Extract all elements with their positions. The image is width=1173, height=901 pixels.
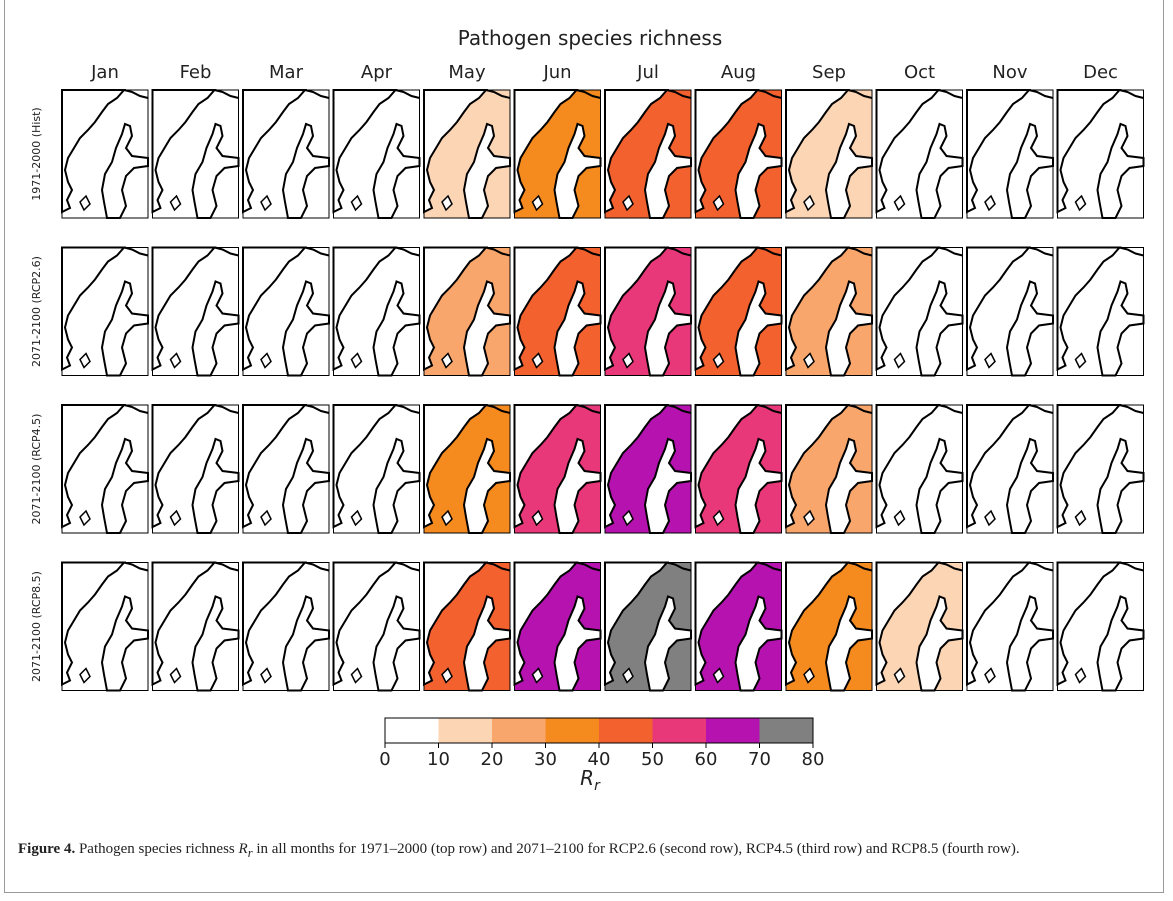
map-panel xyxy=(515,90,601,218)
month-label: May xyxy=(448,62,486,83)
map-panel xyxy=(153,405,239,533)
map-panel xyxy=(786,90,872,218)
map-panel xyxy=(967,248,1053,376)
map-panel xyxy=(967,563,1053,691)
month-label: Mar xyxy=(269,62,304,83)
map-panel xyxy=(243,248,329,376)
caption-symbol: Rr xyxy=(239,841,253,857)
colorbar-segment xyxy=(599,718,653,743)
month-label: Aug xyxy=(721,62,756,83)
colorbar-segment xyxy=(385,718,439,743)
figure-title: Pathogen species richness xyxy=(458,26,723,50)
map-panel xyxy=(605,90,691,218)
map-panel xyxy=(967,405,1053,533)
month-label: Jul xyxy=(636,62,659,83)
map-panel xyxy=(696,405,782,533)
map-panel xyxy=(62,563,148,691)
month-label: Nov xyxy=(992,62,1027,83)
caption: Figure 4. Pathogen species richness Rr i… xyxy=(18,838,1148,865)
month-label: Oct xyxy=(904,62,935,83)
map-panel xyxy=(334,563,420,691)
colorbar-segment xyxy=(492,718,546,743)
map-panel xyxy=(243,563,329,691)
caption-symbol-sub: r xyxy=(248,846,253,860)
map-panel xyxy=(153,563,239,691)
month-label: Apr xyxy=(361,62,393,83)
map-panel xyxy=(877,90,963,218)
map-panel xyxy=(877,405,963,533)
figure: Pathogen species richness Rr Jan Feb Mar Ap… xyxy=(0,0,1173,820)
map-panel xyxy=(334,248,420,376)
map-panel xyxy=(1058,405,1144,533)
map-panel xyxy=(1058,90,1144,218)
map-panel xyxy=(62,90,148,218)
caption-text: Pathogen species richness xyxy=(79,841,235,857)
month-label: Jun xyxy=(542,62,571,83)
map-panel xyxy=(696,563,782,691)
map-panel xyxy=(1058,563,1144,691)
map-panel xyxy=(515,563,601,691)
map-panel xyxy=(1058,248,1144,376)
map-panel xyxy=(967,90,1053,218)
map-panel xyxy=(786,248,872,376)
colorbar-tick-label: 80 xyxy=(802,749,825,770)
map-panel xyxy=(62,248,148,376)
map-panel xyxy=(605,405,691,533)
map-panel xyxy=(243,90,329,218)
map-panel xyxy=(243,405,329,533)
map-panel xyxy=(153,90,239,218)
map-panel xyxy=(153,248,239,376)
month-label: Feb xyxy=(180,62,212,83)
colorbar-segment xyxy=(653,718,707,743)
row-label: 2071-2100 (RCP8.5) xyxy=(30,571,43,682)
colorbar-label-sub: r xyxy=(594,778,601,794)
colorbar-segment xyxy=(439,718,493,743)
map-panel xyxy=(334,90,420,218)
row-label: 2071-2100 (RCP4.5) xyxy=(30,414,43,525)
map-panel xyxy=(605,563,691,691)
month-label: Jan xyxy=(90,62,119,83)
map-panel xyxy=(696,248,782,376)
map-panel xyxy=(334,405,420,533)
colorbar-label: Rr xyxy=(580,766,601,794)
colorbar-segment xyxy=(760,718,814,743)
map-panel xyxy=(786,405,872,533)
colorbar-tick-label: 0 xyxy=(379,749,390,770)
map-panel xyxy=(424,405,510,533)
map-panel xyxy=(786,563,872,691)
colorbar-tick-label: 50 xyxy=(641,749,664,770)
colorbar-segment xyxy=(546,718,600,743)
month-label: Sep xyxy=(812,62,846,83)
map-panel xyxy=(424,248,510,376)
colorbar-tick-label: 10 xyxy=(427,749,450,770)
colorbar-tick-label: 30 xyxy=(534,749,557,770)
map-panel xyxy=(424,90,510,218)
colorbar-tick-label: 60 xyxy=(695,749,718,770)
row-label: 1971-2000 (Hist) xyxy=(30,107,43,200)
colorbar-segment xyxy=(706,718,760,743)
row-label: 2071-2100 (RCP2.6) xyxy=(30,256,43,367)
map-panel xyxy=(605,248,691,376)
caption-label: Figure 4. xyxy=(18,841,75,857)
map-panel xyxy=(515,248,601,376)
map-panel xyxy=(696,90,782,218)
month-label: Dec xyxy=(1083,62,1118,83)
caption-text: in all months for 1971–2000 (top row) an… xyxy=(256,841,1019,857)
map-panel xyxy=(877,248,963,376)
page: Pathogen species richness Rr Jan Feb Mar Ap… xyxy=(0,0,1173,901)
map-panel xyxy=(877,563,963,691)
colorbar-tick-label: 70 xyxy=(748,749,771,770)
map-panel xyxy=(424,563,510,691)
map-panel xyxy=(62,405,148,533)
colorbar-tick-label: 20 xyxy=(481,749,504,770)
caption-symbol-main: R xyxy=(239,841,248,857)
map-panel xyxy=(515,405,601,533)
colorbar-tick-label: 40 xyxy=(588,749,611,770)
